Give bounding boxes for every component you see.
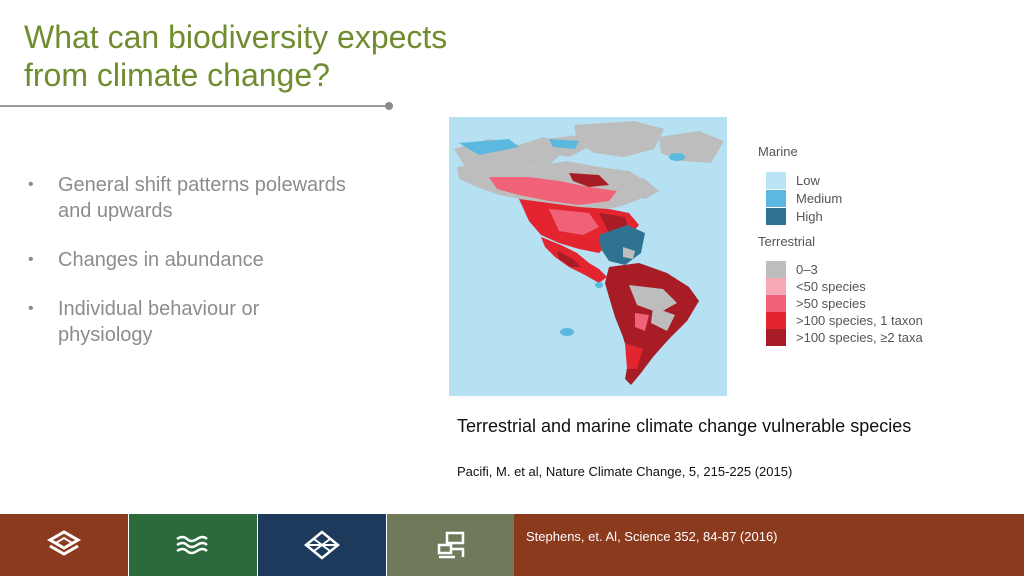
waves-icon xyxy=(176,535,208,555)
legend-swatch xyxy=(766,190,786,207)
footer-reference: Stephens, et. Al, Science 352, 84-87 (20… xyxy=(526,529,778,544)
footer-tile-waves[interactable] xyxy=(129,514,257,576)
legend-label: <50 species xyxy=(796,279,866,294)
legend-swatch xyxy=(766,278,786,295)
circuit-blocks-icon xyxy=(437,531,465,559)
legend-swatch xyxy=(766,208,786,225)
legend-terrestrial-heading: Terrestrial xyxy=(758,234,816,249)
title-divider-dot xyxy=(385,102,393,110)
bullet-list: General shift patterns polewards and upw… xyxy=(28,172,348,371)
legend-swatch xyxy=(766,261,786,278)
title-divider xyxy=(0,105,390,107)
americas-vulnerability-map xyxy=(449,117,727,396)
legend-label: High xyxy=(796,209,823,224)
legend-label: 0–3 xyxy=(796,262,818,277)
footer-tile-layers[interactable] xyxy=(0,514,128,576)
figure-citation: Pacifi, M. et al, Nature Climate Change,… xyxy=(457,464,793,479)
legend-swatch xyxy=(766,295,786,312)
footer-reference-band xyxy=(514,514,1024,576)
legend-label: >50 species xyxy=(796,296,866,311)
legend-label: Medium xyxy=(796,191,843,206)
legend-marine-heading: Marine xyxy=(758,144,798,159)
bullet-item: General shift patterns polewards and upw… xyxy=(28,172,348,224)
map-graphic xyxy=(449,117,727,396)
footer-bar: Stephens, et. Al, Science 352, 84-87 (20… xyxy=(0,514,1024,576)
footer-tile-lattice[interactable] xyxy=(258,514,386,576)
slide-title-line-1: What can biodiversity expects xyxy=(24,19,448,55)
legend-swatch xyxy=(766,172,786,189)
legend-label: Low xyxy=(796,173,820,188)
footer-tile-circuit[interactable] xyxy=(387,514,515,576)
slide-title-line-2: from climate change? xyxy=(24,57,330,93)
legend-label: >100 species, ≥2 taxa xyxy=(796,330,923,345)
legend-swatch xyxy=(766,312,786,329)
bullet-item: Changes in abundance xyxy=(28,247,348,273)
slide-title: What can biodiversity expects from clima… xyxy=(24,18,447,94)
bullet-item: Individual behaviour or physiology xyxy=(28,296,348,348)
diamond-lattice-icon xyxy=(304,530,340,560)
figure-caption: Terrestrial and marine climate change vu… xyxy=(457,416,912,436)
layers-icon xyxy=(46,530,82,556)
legend-label: >100 species, 1 taxon xyxy=(796,313,923,328)
legend-swatch xyxy=(766,329,786,346)
